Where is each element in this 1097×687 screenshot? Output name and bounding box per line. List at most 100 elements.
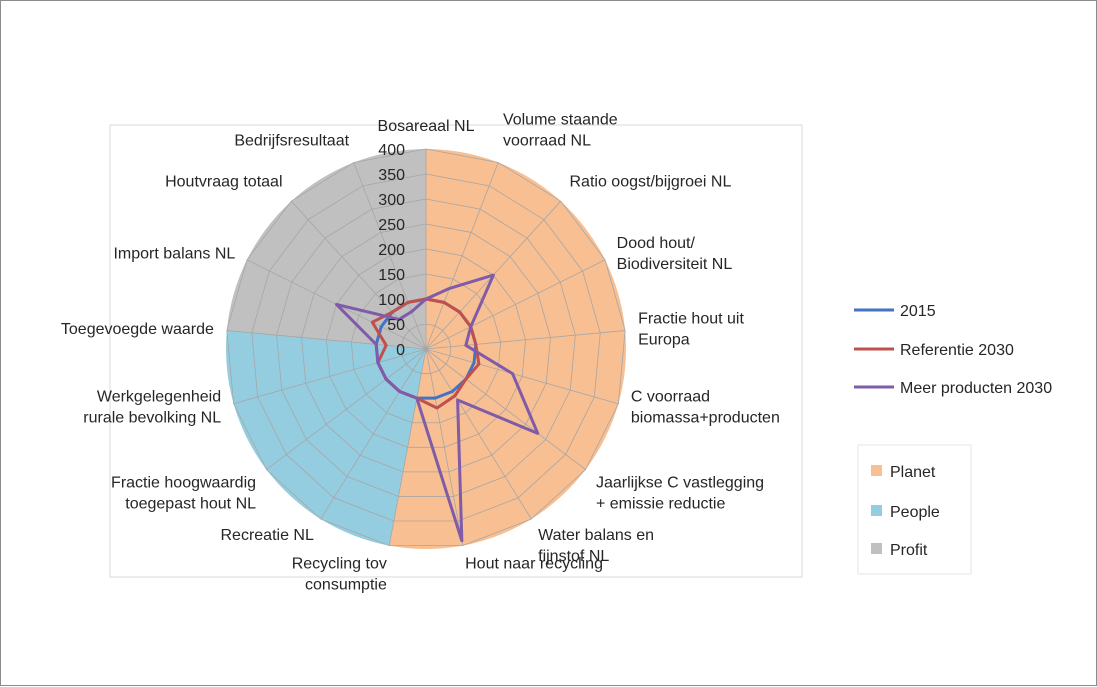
grid-ring-200 xyxy=(326,248,526,448)
category-label-line: voorraad NL xyxy=(503,132,591,149)
grid-spoke-14 xyxy=(226,330,427,350)
category-label-line: rurale bevolking NL xyxy=(83,409,221,426)
category-label-line: Recreatie NL xyxy=(220,527,313,544)
legend-swatch-profit xyxy=(871,543,882,554)
category-label-line: Jaarlijkse C vastlegging xyxy=(596,474,764,491)
grid-spoke-7 xyxy=(425,348,586,470)
grid-rings xyxy=(226,148,626,546)
tick-label-0: 0 xyxy=(396,342,405,359)
grid-spoke-5 xyxy=(425,330,626,350)
category-label-recreatie-nl: Recreatie NL xyxy=(220,527,313,544)
category-label-recycling-tov-consumptie: Recycling tov consumptie xyxy=(292,555,387,593)
legend-item-people: People xyxy=(871,504,940,521)
legend-label-meer-producten-2030: Meer producten 2030 xyxy=(900,380,1052,397)
legend-label-2015: 2015 xyxy=(900,303,936,320)
tick-label-100: 100 xyxy=(378,292,405,309)
category-label-line: Fractie hout uit xyxy=(638,310,744,327)
grid-ring-50 xyxy=(400,323,452,374)
legend-label-referentie-2030: Referentie 2030 xyxy=(900,342,1014,359)
series-legend: 2015 Referentie 2030 Meer producten 2030 xyxy=(854,303,1052,397)
tick-label-50: 50 xyxy=(387,317,405,334)
category-label-houtvraag-totaal: Houtvraag totaal xyxy=(165,174,282,191)
legend-label-people: People xyxy=(890,504,940,521)
category-label-line: Bosareaal NL xyxy=(378,118,475,135)
plot-area-border xyxy=(109,124,803,578)
category-label-line: Volume staande xyxy=(503,111,618,128)
category-label-bosareaal-nl: Bosareaal NL xyxy=(378,118,475,135)
category-label-line: fijnstof NL xyxy=(538,548,609,565)
legend-label-planet: Planet xyxy=(890,464,936,481)
category-label-line: Europa xyxy=(638,331,690,348)
category-label-line: Houtvraag totaal xyxy=(165,174,282,191)
category-label-line: Toegevoegde waarde xyxy=(61,321,214,338)
group-sector-people xyxy=(225,330,426,546)
group-sector-profit xyxy=(226,149,426,349)
radial-tick-labels: 0 50 100 150 200 250 300 350 400 xyxy=(378,142,405,359)
grid-spoke-16 xyxy=(290,200,427,350)
category-label-fractie-hout-uit-europa: Fractie hout uit Europa xyxy=(638,310,744,348)
category-label-line: Ratio oogst/bijgroei NL xyxy=(570,174,732,191)
tick-label-250: 250 xyxy=(378,217,405,234)
category-label-bedrijfsresultaat: Bedrijfsresultaat xyxy=(234,132,349,149)
tick-label-300: 300 xyxy=(378,192,405,209)
grid-spoke-13 xyxy=(233,348,427,405)
category-label-ratio-oogst-bijgroei-nl: Ratio oogst/bijgroei NL xyxy=(570,174,732,191)
category-label-jaarlijkse-c-vastlegging-emissie-reductie: Jaarlijkse C vastlegging + emissie reduct… xyxy=(596,474,764,512)
category-label-fractie-hoogwaardig-toegepast-hout-nl: Fractie hoogwaardig toegepast hout NL xyxy=(111,474,256,512)
category-label-line: Dood hout/ xyxy=(617,235,696,252)
category-label-hout-naar-recycling: Hout naar recycling xyxy=(465,555,603,572)
group-legend: Planet People Profit xyxy=(857,444,972,575)
grid-spoke-8 xyxy=(425,348,532,520)
category-label-line: C voorraad xyxy=(631,388,710,405)
grid-spoke-12 xyxy=(266,348,427,470)
category-label-line: Werkgelegenheid xyxy=(97,388,221,405)
category-label-line: consumptie xyxy=(305,576,387,593)
legend-label-profit: Profit xyxy=(890,542,928,559)
grid-spoke-9 xyxy=(425,348,464,546)
category-label-volume-staande-voorraad-nl: Volume staande voorraad NL xyxy=(503,111,618,149)
grid-spoke-17 xyxy=(353,162,427,350)
category-labels: Bosareaal NL Volume staande voorraad NL Rat… xyxy=(61,111,780,593)
category-label-line: Fractie hoogwaardig xyxy=(111,474,256,491)
legend-item-referentie-2030: Referentie 2030 xyxy=(854,342,1014,359)
legend-swatch-planet xyxy=(871,465,882,476)
category-label-dood-hout-biodiversiteit-nl: Dood hout/Biodiversiteit NL xyxy=(617,235,733,273)
category-label-import-balans-nl: Import balans NL xyxy=(113,246,235,263)
grid-ring-300 xyxy=(276,198,576,497)
grid-spoke-2 xyxy=(425,162,499,350)
category-label-water-balans-en-fijnstof-nl: Water balans en fijnstof NL xyxy=(538,527,654,565)
category-label-line: Recycling tov xyxy=(292,555,387,572)
grid-ring-250 xyxy=(301,223,551,473)
category-label-line: + emissie reductie xyxy=(596,495,725,512)
legend-item-profit: Profit xyxy=(871,542,928,559)
group-sectors xyxy=(225,148,627,549)
grid-spoke-4 xyxy=(425,259,606,350)
category-label-line: Import balans NL xyxy=(113,246,235,263)
grid-spoke-6 xyxy=(425,348,619,405)
grid-spoke-11 xyxy=(320,348,427,520)
category-label-line: toegepast hout NL xyxy=(125,495,256,512)
tick-label-150: 150 xyxy=(378,267,405,284)
legend-swatch-people xyxy=(871,505,882,516)
category-label-c-voorraad-biomassa-producten: C voorraad biomassa+producten xyxy=(631,388,780,426)
category-label-line: Biodiversiteit NL xyxy=(617,256,733,273)
series-line-referentie-2030 xyxy=(370,297,481,410)
tick-label-200: 200 xyxy=(378,242,405,259)
series-lines xyxy=(334,273,540,543)
category-label-line: Hout naar recycling xyxy=(465,555,603,572)
legend-item-meer-producten-2030: Meer producten 2030 xyxy=(854,380,1052,397)
tick-label-350: 350 xyxy=(378,167,405,184)
grid-spokes xyxy=(226,149,626,546)
tick-label-400: 400 xyxy=(378,142,405,159)
series-line-meer-producten-2030 xyxy=(334,273,540,543)
group-sector-planet xyxy=(389,148,627,549)
grid-ring-350 xyxy=(251,173,601,522)
category-label-toegevoegde-waarde: Toegevoegde waarde xyxy=(61,321,214,338)
grid-ring-400 xyxy=(226,148,626,546)
category-label-line: Bedrijfsresultaat xyxy=(234,132,349,149)
grid-spoke-10 xyxy=(388,348,427,546)
legend-item-2015: 2015 xyxy=(854,303,936,320)
category-label-line: biomassa+producten xyxy=(631,409,780,426)
